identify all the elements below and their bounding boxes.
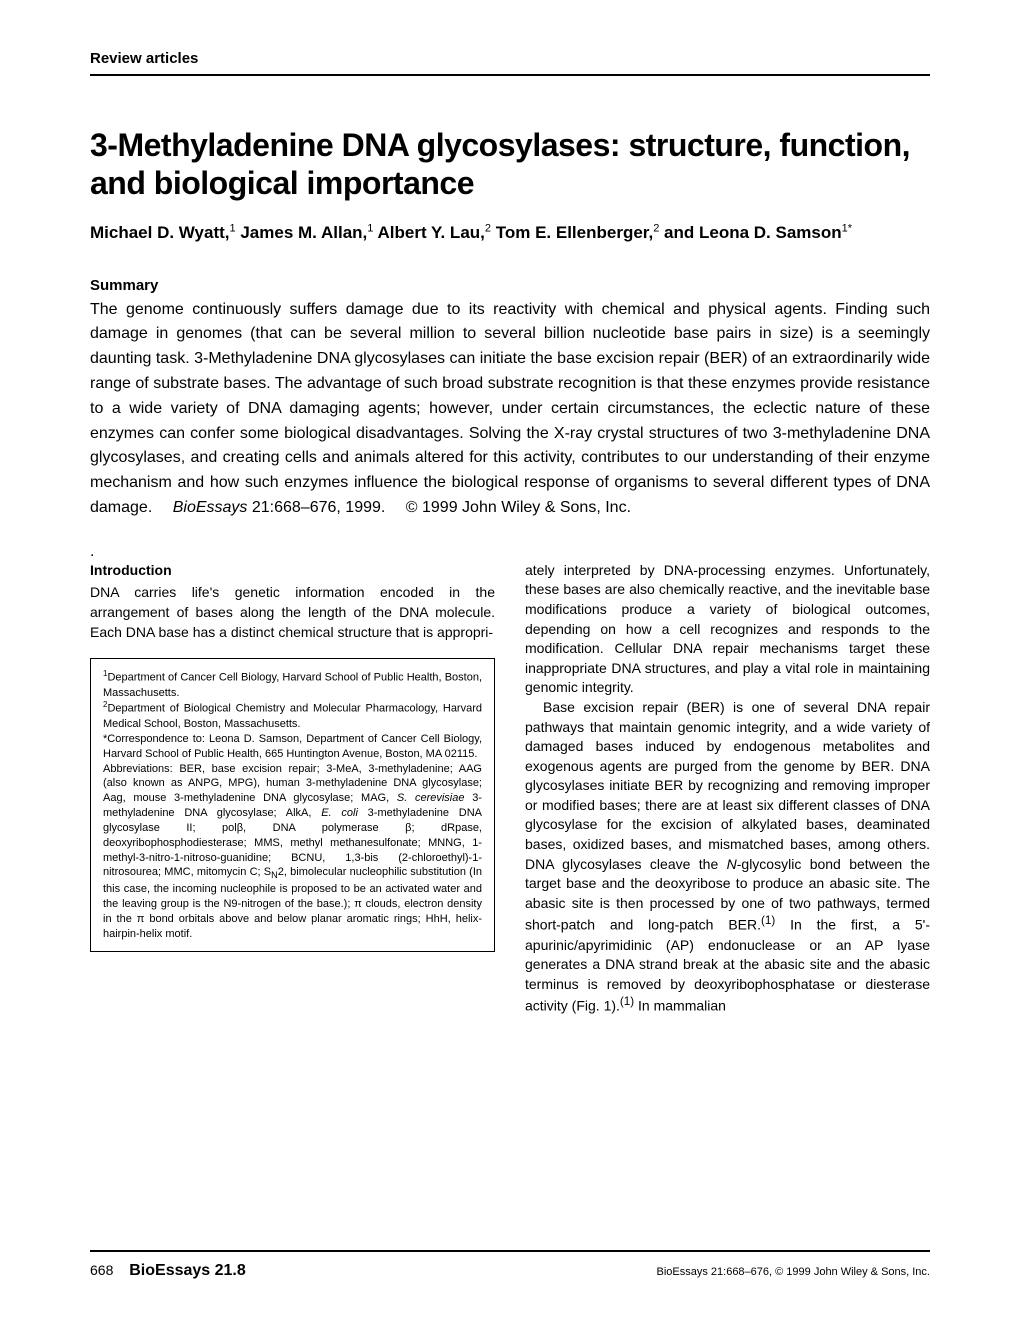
authors-line: Michael D. Wyatt,1 James M. Allan,1 Albe… xyxy=(90,221,930,245)
summary-text: The genome continuously suffers damage d… xyxy=(90,298,930,521)
journal-issue: BioEssays 21.8 xyxy=(129,1262,246,1279)
introduction-heading: Introduction xyxy=(90,561,495,581)
right-column: ately interpreted by DNA-processing enzy… xyxy=(525,561,930,1017)
summary-block: Summary The genome continuously suffers … xyxy=(90,277,930,561)
right-paragraph-2: Base excision repair (BER) is one of sev… xyxy=(525,698,930,1017)
footer-right: BioEssays 21:668–676, © 1999 John Wiley … xyxy=(657,1266,931,1278)
header-section: Review articles xyxy=(90,50,930,76)
intro-paragraph-left: DNA carries life's genetic information e… xyxy=(90,583,495,642)
right-paragraph-1: ately interpreted by DNA-processing enzy… xyxy=(525,561,930,698)
summary-dot: . xyxy=(90,543,930,561)
summary-heading: Summary xyxy=(90,277,930,294)
affiliations-box: 1Department of Cancer Cell Biology, Harv… xyxy=(90,658,495,952)
footer-left: 668 BioEssays 21.8 xyxy=(90,1262,246,1280)
article-title: 3-Methyladenine DNA glycosylases: struct… xyxy=(90,126,930,203)
page-footer: 668 BioEssays 21.8 BioEssays 21:668–676,… xyxy=(90,1250,930,1280)
section-label: Review articles xyxy=(90,50,198,67)
left-column: Introduction DNA carries life's genetic … xyxy=(90,561,495,1017)
page-number: 668 xyxy=(90,1262,113,1278)
body-columns: Introduction DNA carries life's genetic … xyxy=(90,561,930,1017)
